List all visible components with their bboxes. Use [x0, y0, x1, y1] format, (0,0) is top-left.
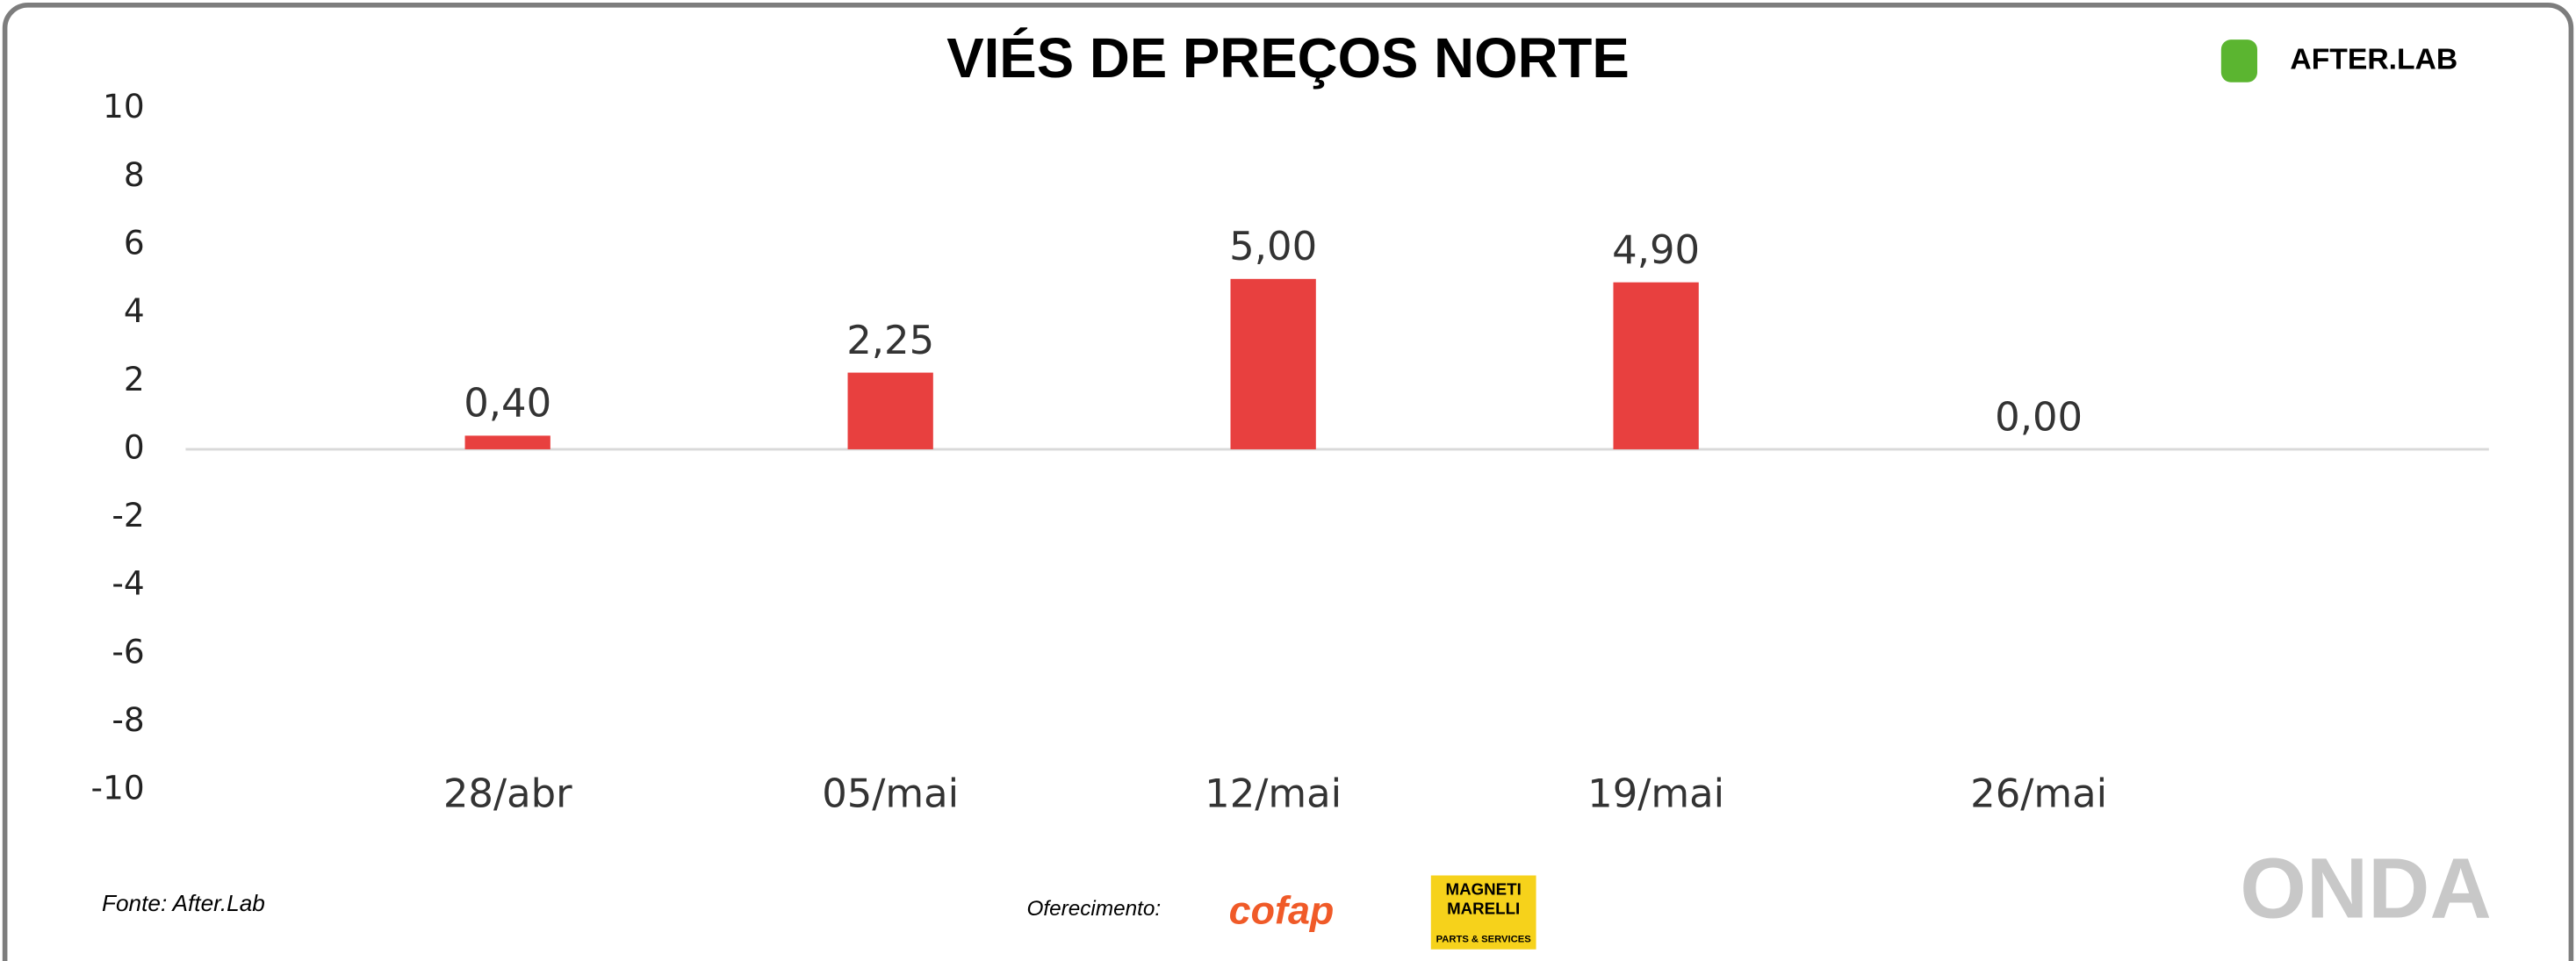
- magneti-text: PARTS & SERVICES: [1436, 934, 1532, 944]
- bar: [847, 372, 933, 449]
- y-tick-label: 10: [103, 87, 145, 126]
- y-tick-label: 4: [124, 291, 145, 330]
- value-label: 0,40: [464, 380, 551, 427]
- x-tick-label: 19/mai: [1587, 771, 1724, 817]
- source: Fonte: After.Lab: [102, 890, 265, 916]
- y-tick-label: -6: [112, 632, 144, 671]
- x-tick-label: 28/abr: [443, 771, 572, 817]
- y-tick-label: -8: [112, 700, 144, 739]
- magneti-bg: [1430, 875, 1536, 950]
- brand-icon: [2220, 39, 2257, 82]
- value-label: 0,00: [1995, 393, 2083, 440]
- y-tick-label: 0: [124, 427, 145, 466]
- value-label: 4,90: [1612, 226, 1700, 273]
- bar: [1613, 282, 1699, 449]
- brand-text: AFTER.LAB: [2290, 43, 2457, 75]
- magneti-text: MAGNETI: [1446, 879, 1522, 898]
- x-tick-label: 05/mai: [822, 771, 959, 817]
- x-tick-label: 26/mai: [1970, 771, 2107, 817]
- bar: [464, 435, 550, 449]
- y-tick-label: -10: [91, 769, 145, 807]
- magneti-logo: MAGNETI MARELLI PARTS & SERVICES: [1430, 875, 1536, 950]
- chart-title: VIÉS DE PREÇOS NORTE: [946, 27, 1630, 90]
- cofap-logo: cofap: [1229, 887, 1335, 932]
- y-tick-label: -2: [112, 496, 144, 534]
- onda-logo: ONDA: [2240, 841, 2491, 936]
- y-tick-label: -4: [112, 564, 144, 603]
- sponsor-label: Oferecimento:: [1026, 897, 1161, 921]
- brand-logo: AFTER.LAB: [2220, 39, 2457, 82]
- y-tick-label: 8: [124, 155, 145, 194]
- y-tick-label: 6: [124, 223, 145, 262]
- x-tick-label: 12/mai: [1205, 771, 1342, 817]
- value-label: 5,00: [1229, 223, 1317, 269]
- magneti-text: MARELLI: [1447, 900, 1520, 918]
- y-tick-label: 2: [124, 360, 145, 398]
- value-label: 2,25: [846, 317, 934, 363]
- bar: [1230, 278, 1316, 449]
